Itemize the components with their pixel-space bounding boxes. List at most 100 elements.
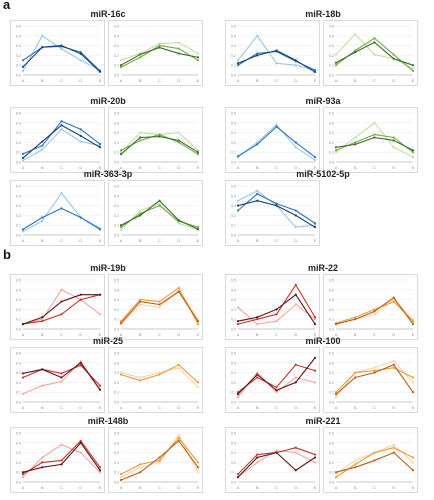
y-tick-label: 0.2 [16, 381, 21, 385]
y-tick-label: 0.0 [231, 328, 236, 332]
data-point [354, 49, 357, 52]
data-point [411, 156, 415, 159]
data-point [313, 456, 317, 459]
data-point [334, 476, 338, 479]
y-tick-label: 0.4 [231, 121, 236, 125]
data-point [119, 229, 123, 232]
data-point [236, 59, 240, 62]
x-tick-label: E [314, 239, 317, 243]
y-tick-label: 0.2 [114, 461, 119, 465]
data-point [256, 371, 259, 374]
line-chart: 0.0 0.1 0.2 0.3 0.4 0.5 A B C D E [231, 25, 317, 84]
y-tick-label: 0.0 [231, 161, 236, 165]
y-tick-label: 0.3 [16, 451, 21, 455]
data-point [196, 153, 200, 156]
data-point [60, 191, 63, 195]
series-line [22, 207, 101, 230]
x-tick-label: E [314, 406, 317, 410]
data-point [392, 139, 395, 142]
data-point [98, 142, 102, 146]
data-point [119, 322, 123, 325]
y-tick-label: 0.6 [16, 194, 21, 198]
line-chart-panel: 0.0 0.1 0.2 0.3 0.4 0.5 A B C D E [10, 427, 105, 493]
data-point [373, 37, 376, 40]
series-line [237, 49, 316, 73]
data-point [373, 53, 376, 56]
data-point [275, 202, 278, 205]
data-point [177, 436, 180, 439]
data-point [354, 376, 357, 379]
y-tick-label: 0.3 [231, 204, 236, 208]
data-point [196, 471, 200, 474]
data-point [411, 69, 415, 73]
y-tick-label: 0.5 [16, 432, 21, 436]
data-point [41, 384, 44, 387]
data-point [139, 300, 142, 303]
x-tick-label: D [177, 239, 180, 243]
x-tick-label: C [275, 239, 278, 243]
x-tick-label: C [275, 406, 278, 410]
data-point [41, 34, 44, 37]
data-point [98, 466, 102, 469]
data-point [119, 226, 123, 229]
data-point [354, 318, 357, 321]
line-chart-panel: 0.0 0.1 0.2 0.4 0.5 0.6 A B C D E [323, 20, 418, 86]
data-point [354, 143, 357, 146]
data-point [275, 125, 278, 128]
y-tick-label: 0.1 [231, 64, 236, 68]
data-point [392, 359, 395, 362]
line-chart: 0.0 0.1 0.3 0.4 0.6 0.7 A B C D E [16, 185, 102, 244]
x-tick-label: C [60, 239, 63, 243]
x-tick-label: B [41, 406, 44, 410]
series-line [22, 362, 101, 391]
y-tick-label: 0.2 [329, 141, 334, 145]
line-chart-panel: 0.0 0.1 0.2 0.3 0.4 0.5 A B C D E [225, 107, 320, 173]
data-point [98, 384, 102, 387]
y-tick-label: 0.0 [16, 328, 21, 332]
data-point [119, 224, 123, 227]
y-tick-label: 0.5 [231, 112, 236, 116]
data-point [119, 59, 123, 62]
y-tick-label: 0.1 [16, 224, 21, 228]
x-tick-label: D [177, 166, 180, 170]
y-tick-label: 0.5 [231, 185, 236, 189]
y-tick-label: 0.3 [329, 371, 334, 375]
series-line [22, 442, 101, 473]
x-tick-label: D [177, 333, 180, 337]
data-point [392, 443, 395, 446]
x-tick-label: D [392, 79, 395, 83]
data-point [177, 52, 180, 55]
x-tick-label: B [41, 486, 44, 490]
data-point [119, 149, 123, 152]
data-point [256, 453, 259, 456]
y-tick-label: 0.7 [16, 185, 21, 189]
data-point [139, 214, 142, 217]
data-point [79, 293, 82, 296]
y-tick-label: 0.4 [114, 441, 119, 445]
data-point [177, 141, 180, 144]
series-line [335, 360, 414, 398]
data-point [196, 52, 200, 55]
x-tick-label: A [237, 79, 240, 83]
y-tick-label: 0.4 [16, 441, 21, 445]
y-tick-label: 0.1 [16, 318, 21, 322]
data-point [294, 293, 297, 296]
x-tick-label: A [120, 239, 123, 243]
x-tick-label: D [392, 486, 395, 490]
y-tick-label: 0.3 [231, 131, 236, 135]
y-tick-label: 0.4 [329, 441, 334, 445]
x-tick-label: B [256, 79, 259, 83]
y-tick-label: 0.2 [114, 54, 119, 58]
y-tick-label: 0.2 [16, 308, 21, 312]
data-point [411, 461, 415, 464]
chart-title: miR-100 [305, 336, 341, 346]
data-point [275, 391, 278, 394]
data-point [21, 471, 25, 474]
x-tick-label: B [139, 239, 142, 243]
data-point [60, 44, 63, 47]
x-tick-label: A [237, 486, 240, 490]
y-tick-label: 0.3 [114, 204, 119, 208]
data-point [236, 323, 240, 326]
y-tick-label: 0.3 [114, 44, 119, 48]
y-tick-label: 0.5 [114, 432, 119, 436]
